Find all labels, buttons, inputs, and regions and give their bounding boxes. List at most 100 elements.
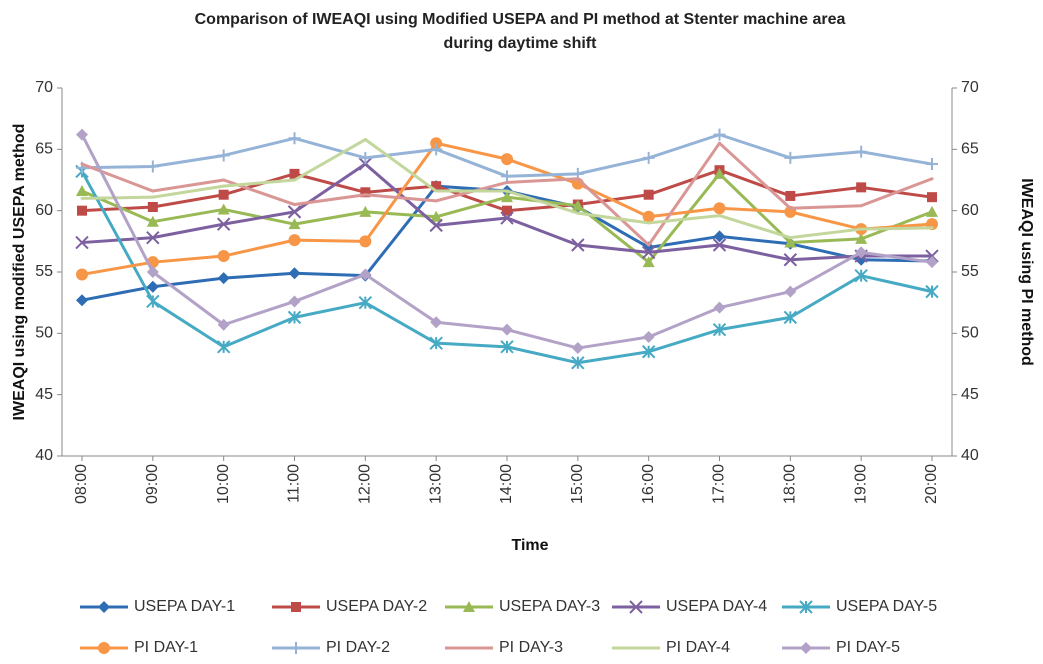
data-point (713, 230, 726, 243)
data-point (713, 128, 726, 141)
legend-label: PI DAY-3 (499, 639, 563, 656)
data-point (926, 256, 938, 269)
y2-tick-label: 50 (961, 325, 979, 342)
data-point (76, 294, 88, 307)
data-point (713, 202, 726, 215)
data-point (647, 221, 651, 225)
legend-marker (800, 642, 812, 654)
data-point (288, 132, 301, 145)
data-point (358, 295, 373, 310)
y-tick-label: 40 (35, 447, 53, 464)
data-point (359, 205, 372, 217)
legend-marker (799, 600, 813, 614)
data-point (859, 227, 863, 231)
data-point (289, 168, 300, 179)
data-point (77, 205, 87, 216)
data-point (571, 238, 585, 252)
x-tick-label: 17:00 (711, 464, 728, 504)
legend-label: PI DAY-5 (836, 639, 900, 656)
y-axis-title: IWEAQI using modified USEPA method (11, 124, 28, 421)
y2-tick-label: 70 (961, 79, 979, 96)
data-point (501, 323, 513, 336)
legend-label: USEPA DAY-4 (666, 598, 767, 615)
data-point (926, 158, 938, 171)
data-point (571, 199, 584, 211)
data-point (855, 246, 868, 259)
data-point (293, 178, 296, 182)
data-point (360, 187, 371, 198)
y2-tick-label: 45 (961, 386, 979, 403)
x-tick-label: 09:00 (144, 464, 161, 504)
data-point (217, 203, 230, 215)
legend-label: PI DAY-4 (666, 639, 730, 656)
legend-label: PI DAY-1 (134, 639, 198, 656)
x-axis-title: Time (511, 537, 548, 554)
legend-marker (290, 642, 302, 654)
data-point (576, 211, 580, 215)
data-point (216, 340, 231, 354)
data-point (925, 284, 939, 299)
x-tick-label: 08:00 (73, 464, 90, 504)
data-point (80, 162, 84, 166)
data-point (146, 230, 160, 245)
y2-tick-label: 55 (961, 263, 979, 280)
data-point (217, 318, 230, 331)
legend-marker (98, 642, 110, 654)
data-point (501, 153, 513, 166)
legend-marker (291, 602, 301, 612)
data-point (718, 141, 721, 145)
data-point (288, 295, 301, 308)
x-tick-label: 19:00 (852, 464, 869, 504)
data-point (217, 272, 230, 285)
data-point (430, 316, 443, 329)
data-point (288, 267, 301, 280)
data-point (216, 217, 231, 231)
data-point (925, 249, 939, 263)
data-point (505, 180, 509, 184)
data-point (147, 201, 158, 212)
x-tick-label: 11:00 (286, 464, 303, 503)
chart-title: Comparison of IWEAQI using Modified USEP… (194, 11, 846, 52)
data-point (713, 167, 726, 179)
y-tick-label: 45 (35, 386, 53, 403)
data-point (641, 245, 656, 260)
x-tick-label: 15:00 (569, 464, 586, 504)
data-point (430, 210, 443, 222)
data-point (642, 256, 655, 268)
data-point (856, 182, 867, 193)
data-point (712, 322, 727, 337)
data-point (430, 143, 443, 156)
data-point (358, 157, 373, 171)
legend-marker (98, 601, 110, 613)
data-point (500, 211, 514, 225)
data-point (80, 196, 84, 200)
data-point (784, 236, 797, 248)
data-point (217, 250, 230, 263)
data-point (287, 310, 302, 325)
legend-label: USEPA DAY-2 (326, 598, 427, 615)
data-point (642, 210, 655, 223)
data-point (293, 203, 296, 207)
data-point (429, 218, 443, 233)
data-point (288, 234, 301, 247)
legend-label: PI DAY-2 (326, 639, 390, 656)
data-point (363, 138, 367, 142)
data-point (718, 214, 721, 218)
y2-tick-label: 65 (961, 141, 979, 158)
y-tick-label: 50 (35, 325, 53, 342)
data-point (502, 205, 512, 216)
data-point (501, 170, 513, 183)
data-point (785, 190, 796, 201)
data-point (430, 137, 443, 150)
y2-tick-label: 60 (961, 202, 979, 219)
data-point (151, 189, 155, 193)
data-point (643, 189, 654, 200)
data-point (783, 310, 798, 325)
y-tick-label: 65 (35, 141, 53, 158)
data-point (642, 151, 655, 164)
data-point (222, 178, 226, 182)
legend-label: USEPA DAY-1 (134, 598, 235, 615)
x-tick-label: 12:00 (357, 464, 374, 504)
data-point (288, 218, 301, 230)
